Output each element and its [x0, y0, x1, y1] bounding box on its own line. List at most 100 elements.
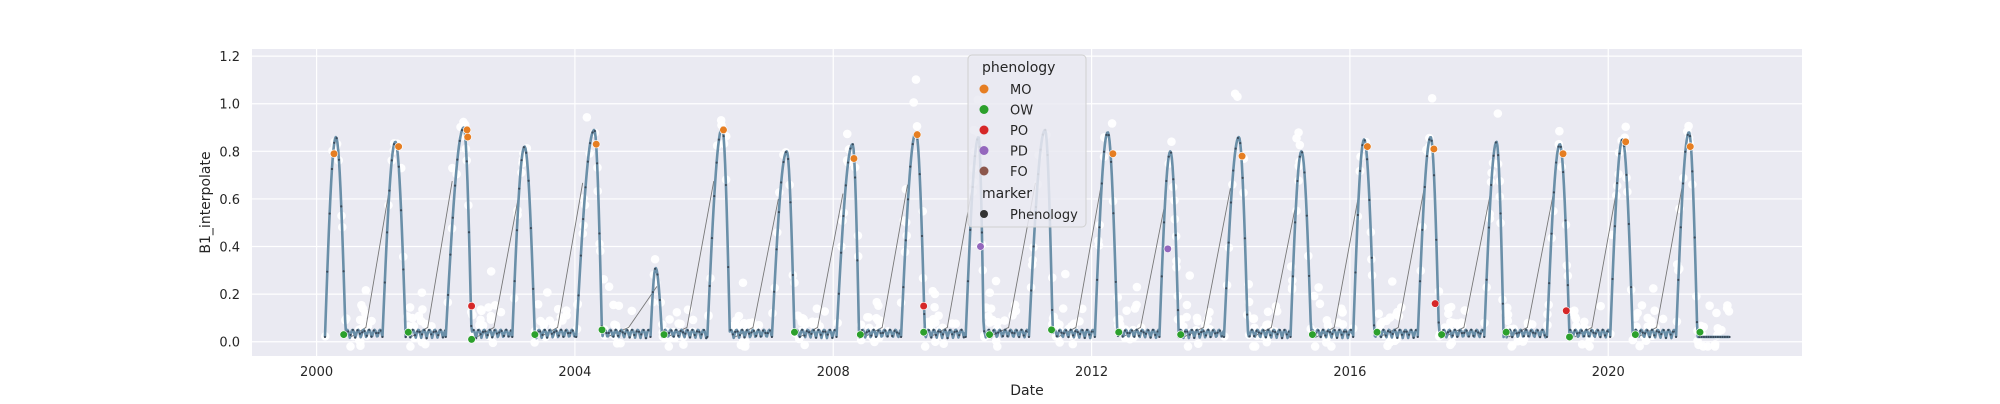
series-point — [609, 329, 613, 332]
series-point — [1112, 212, 1115, 215]
series-point — [939, 330, 942, 333]
observation-point — [539, 319, 549, 329]
series-point — [1130, 329, 1134, 332]
series-point — [893, 329, 896, 332]
observation-point — [356, 337, 365, 346]
series-point — [1246, 313, 1249, 316]
series-point — [1232, 169, 1235, 172]
series-point — [681, 331, 685, 334]
series-point — [1255, 329, 1258, 332]
observation-point — [930, 337, 940, 347]
series-point — [1456, 335, 1459, 338]
series-point — [1525, 328, 1528, 331]
observation-point — [665, 315, 674, 324]
x-tick-label: 2020 — [1592, 365, 1625, 380]
series-point — [1298, 155, 1301, 158]
series-point — [789, 201, 792, 204]
series-point — [734, 330, 737, 333]
series-point — [1721, 335, 1724, 339]
observation-point — [672, 307, 682, 317]
observation-point — [562, 311, 571, 320]
series-point — [1719, 335, 1722, 339]
series-point — [607, 331, 610, 335]
series-point — [553, 331, 556, 334]
series-point — [1186, 330, 1189, 333]
series-point — [626, 329, 629, 332]
series-point — [1592, 331, 1595, 334]
series-point — [1596, 329, 1600, 332]
legend-label: Phenology — [1010, 208, 1078, 223]
series-point — [658, 298, 661, 302]
series-point — [994, 332, 997, 335]
series-point — [548, 329, 551, 332]
phenology-marker-ow — [467, 335, 476, 344]
series-point — [898, 332, 901, 335]
series-point — [902, 286, 905, 289]
observation-point — [1427, 94, 1437, 103]
phenology-marker-ow — [597, 325, 607, 334]
series-point — [411, 328, 414, 331]
series-point — [1370, 256, 1373, 259]
series-point — [356, 329, 359, 332]
series-point — [1660, 332, 1663, 336]
series-point — [1646, 329, 1649, 332]
observation-point — [355, 315, 365, 325]
series-point — [1657, 330, 1661, 334]
series-point — [383, 281, 386, 284]
series-point — [1183, 330, 1187, 333]
series-point — [888, 328, 892, 331]
series-segment — [1545, 143, 1611, 339]
observation-point — [1577, 339, 1587, 349]
series-point — [1695, 321, 1699, 324]
series-point — [557, 334, 560, 337]
phenology-marker-po — [1431, 299, 1440, 308]
series-point — [527, 179, 530, 182]
series-point — [745, 329, 748, 332]
series-point — [881, 331, 885, 334]
series-point — [688, 336, 692, 339]
series-point — [1393, 329, 1397, 332]
series-point — [736, 330, 739, 333]
series-point — [507, 335, 510, 338]
series-point — [1165, 179, 1168, 183]
x-axis-ticks: 2000 2004 2008 2012 2016 2020 — [300, 365, 1625, 380]
observation-point — [1383, 341, 1392, 351]
observation-point — [405, 303, 415, 312]
series-point — [1616, 182, 1619, 185]
observation-point — [815, 321, 825, 331]
series-point — [449, 253, 452, 256]
series-point — [1693, 236, 1696, 239]
series-point — [729, 328, 732, 332]
series-point — [1271, 330, 1274, 333]
series-point — [884, 329, 887, 332]
observation-point — [448, 163, 457, 173]
series-point — [621, 331, 624, 334]
series-point — [1559, 145, 1562, 148]
series-point — [1618, 152, 1621, 155]
series-point — [1349, 328, 1353, 332]
series-point — [1342, 330, 1346, 333]
series-point — [983, 330, 986, 333]
series-point — [1641, 331, 1644, 334]
series-point — [349, 333, 352, 337]
series-point — [1154, 333, 1157, 337]
series-point — [1407, 333, 1411, 336]
series-point — [911, 143, 914, 146]
series-point — [1529, 329, 1532, 332]
phenology-marker-mo — [849, 154, 859, 163]
series-point — [1674, 335, 1678, 339]
series-point — [1260, 332, 1263, 335]
series-point — [1216, 331, 1219, 334]
series-point — [1492, 154, 1495, 157]
observation-point — [896, 298, 906, 307]
observation-point — [912, 121, 922, 131]
series-point — [1435, 238, 1438, 241]
series-point — [505, 328, 508, 331]
series-point — [1058, 329, 1061, 332]
series-point — [1470, 328, 1473, 331]
series-point — [1065, 329, 1068, 332]
series-point — [363, 329, 366, 333]
series-point — [1209, 335, 1212, 339]
series-point — [1319, 335, 1322, 339]
series-segment — [1289, 150, 1354, 340]
